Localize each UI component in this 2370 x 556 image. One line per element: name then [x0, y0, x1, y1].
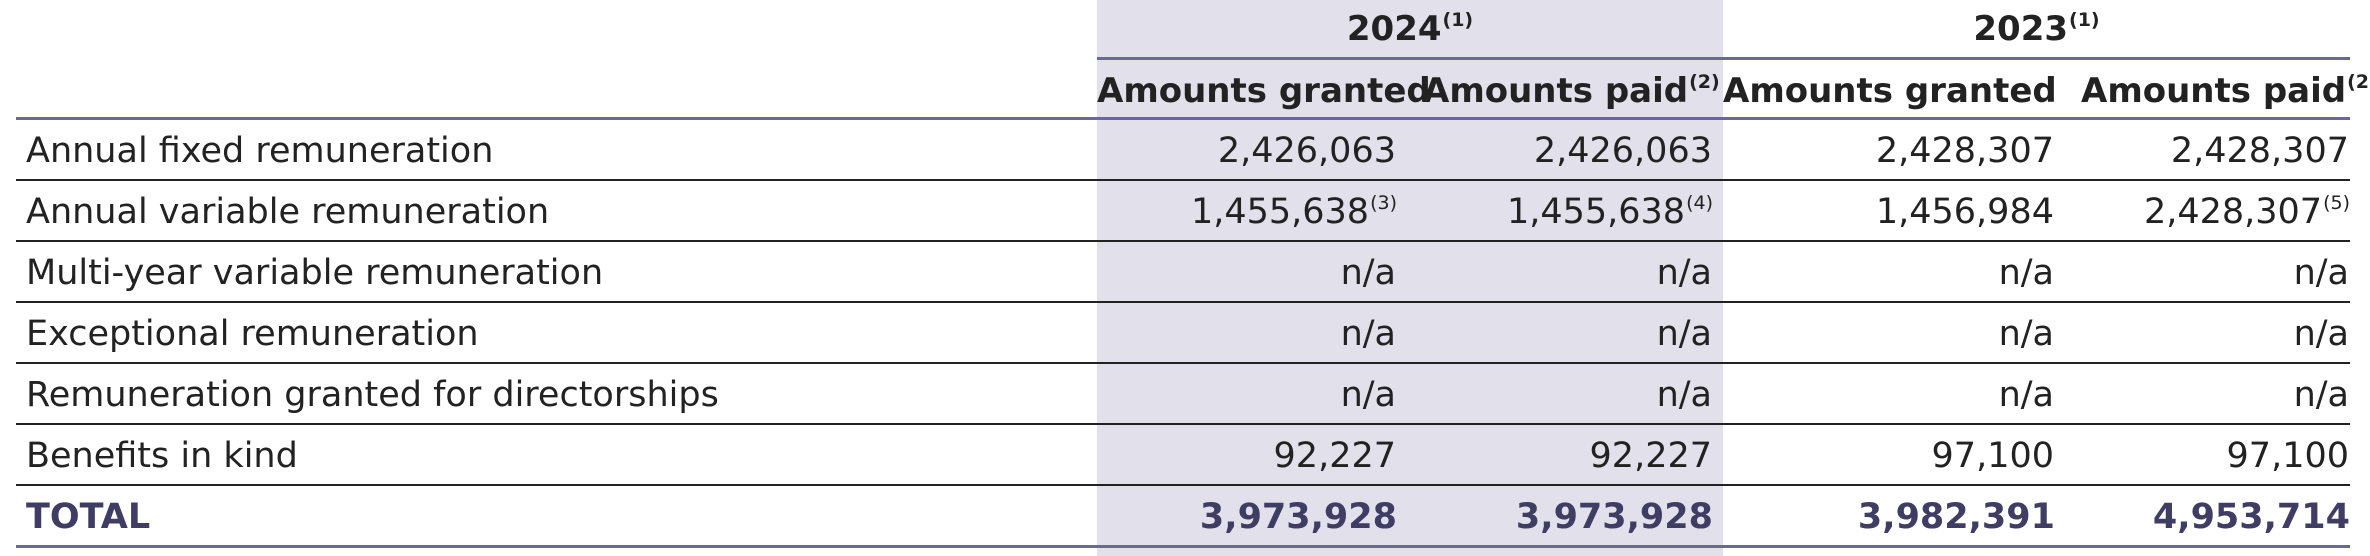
row-divider	[16, 423, 2350, 425]
table-row: Benefits in kind 92,227 92,227 97,100 97…	[16, 425, 2350, 485]
cell-2023-granted: 97,100	[1931, 436, 2054, 476]
cell-2024-granted: 2,426,063	[1217, 131, 1396, 171]
subheader-2023-paid: Amounts paid(2)	[2081, 71, 2370, 111]
cell-2023-paid: n/a	[2293, 253, 2349, 293]
cell-2023-granted: 2,428,307	[1875, 131, 2054, 171]
year-header-underline	[1097, 57, 2350, 60]
cell-2024-granted: 92,227	[1273, 436, 1396, 476]
cell-2023-granted: 1,456,984	[1875, 192, 2054, 232]
table-row: Remuneration granted for directorships n…	[16, 364, 2350, 424]
total-2024-granted: 3,973,928	[1199, 497, 1397, 537]
row-label: Multi-year variable remuneration	[26, 253, 604, 293]
header-bottom-rule	[16, 117, 2350, 120]
cell-2023-granted: n/a	[1998, 375, 2054, 415]
cell-2024-granted: n/a	[1340, 314, 1396, 354]
row-label: Exceptional remuneration	[26, 314, 479, 354]
row-divider	[16, 362, 2350, 364]
year-2024-header: 2024(1)	[1346, 9, 1474, 49]
table-row: Multi-year variable remuneration n/a n/a…	[16, 242, 2350, 302]
table-row: Annual fixed remuneration 2,426,063 2,42…	[16, 120, 2350, 180]
subheader-row: Amounts granted Amounts paid(2) Amounts …	[16, 60, 2370, 118]
cell-2023-granted: n/a	[1998, 253, 2054, 293]
total-label: TOTAL	[26, 497, 151, 537]
year-header-row: 2024(1) 2023(1)	[16, 0, 2350, 58]
cell-2023-paid: 2,428,307(5)	[2143, 192, 2350, 232]
cell-2024-granted: 1,455,638(3)	[1190, 192, 1397, 232]
cell-2024-paid: n/a	[1656, 253, 1712, 293]
total-2023-paid: 4,953,714	[2152, 497, 2350, 537]
cell-2023-paid: 2,428,307	[2170, 131, 2349, 171]
cell-2023-paid: n/a	[2293, 375, 2349, 415]
row-divider	[16, 240, 2350, 242]
total-2023-granted: 3,982,391	[1857, 497, 2055, 537]
total-row: TOTAL 3,973,928 3,973,928 3,982,391 4,95…	[16, 486, 2350, 546]
table-row: Exceptional remuneration n/a n/a n/a n/a	[16, 303, 2350, 363]
row-label: Benefits in kind	[26, 436, 298, 476]
cell-2024-granted: n/a	[1340, 253, 1396, 293]
table-bottom-rule	[16, 545, 2350, 548]
year-2024-column-highlight	[1097, 0, 1723, 556]
cell-2024-paid: 92,227	[1589, 436, 1712, 476]
cell-2024-paid: 2,426,063	[1533, 131, 1712, 171]
cell-2024-granted: n/a	[1340, 375, 1396, 415]
cell-2023-paid: n/a	[2293, 314, 2349, 354]
row-label: Annual fixed remuneration	[26, 131, 494, 171]
row-divider	[16, 484, 2350, 486]
subheader-2024-granted: Amounts granted	[1097, 71, 1431, 111]
total-2024-paid: 3,973,928	[1515, 497, 1713, 537]
row-label: Annual variable remuneration	[26, 192, 550, 232]
subheader-2024-paid: Amounts paid(2)	[1423, 71, 1720, 111]
cell-2023-paid: 97,100	[2226, 436, 2349, 476]
row-divider	[16, 179, 2350, 181]
row-divider	[16, 301, 2350, 303]
row-label: Remuneration granted for directorships	[26, 375, 719, 415]
subheader-2023-granted: Amounts granted	[1723, 71, 2057, 111]
cell-2023-granted: n/a	[1998, 314, 2054, 354]
year-2023-header: 2023(1)	[1973, 9, 2100, 49]
table-row: Annual variable remuneration 1,455,638(3…	[16, 181, 2350, 241]
cell-2024-paid: n/a	[1656, 375, 1712, 415]
cell-2024-paid: 1,455,638(4)	[1506, 192, 1713, 232]
cell-2024-paid: n/a	[1656, 314, 1712, 354]
